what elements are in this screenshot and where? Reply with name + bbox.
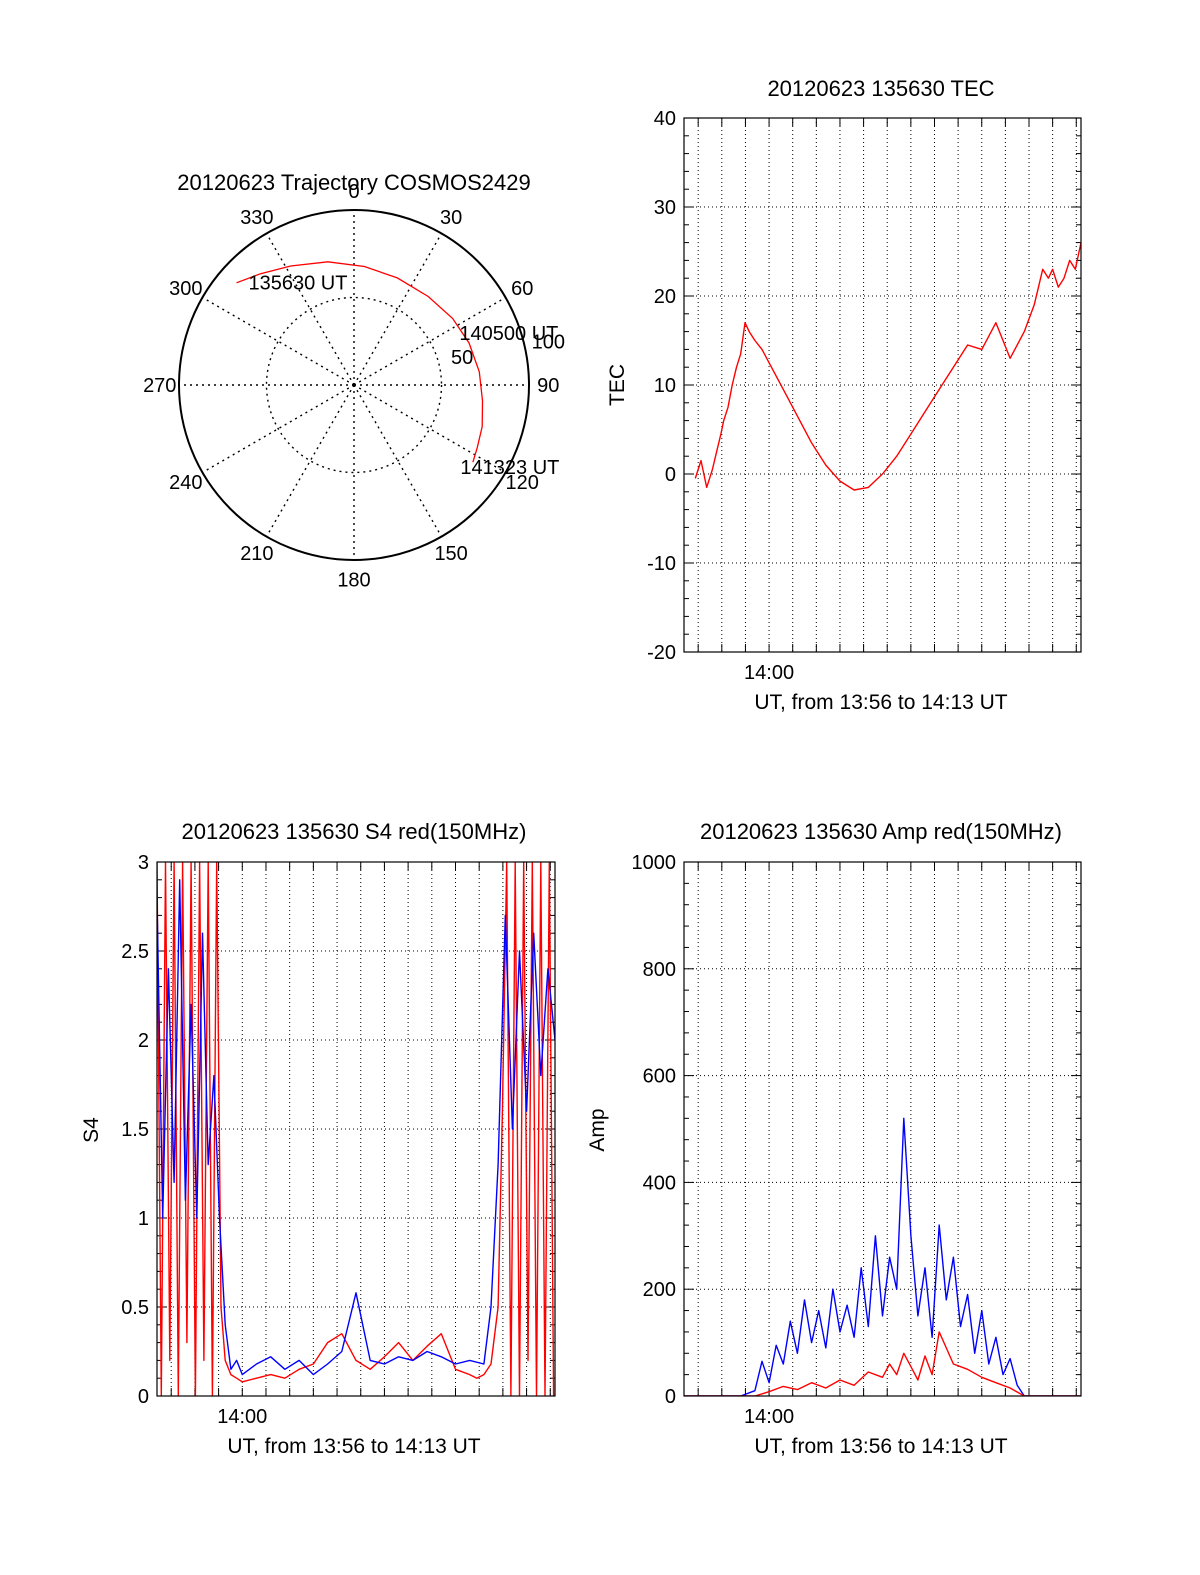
s4-plot-area: 0 0.5 1 1.5 2 2.5 3 14:00: [121, 852, 556, 1428]
s4-xlabel: UT, from 13:56 to 14:13 UT: [227, 1435, 480, 1458]
y-tick-label: 1: [138, 1208, 149, 1230]
trajectory-time-label: 140500 UT: [459, 323, 558, 345]
s4-ylabel: S4: [80, 1117, 103, 1143]
y-tick-label: 0.5: [121, 1297, 149, 1319]
amp-ylabel: Amp: [586, 1108, 609, 1151]
series-group: [684, 1117, 1081, 1396]
series-group: [157, 862, 555, 1396]
trajectory-title: 20120623 Trajectory COSMOS2429: [177, 170, 530, 195]
x-tick-label: 14:00: [744, 1406, 794, 1428]
x-tick-label: 14:00: [744, 662, 794, 684]
polar-labels: 0 30 60 90 120 150 180 210 240 270 300 330 50 100: [143, 181, 565, 592]
data-series-line: [684, 1331, 1081, 1396]
y-tick-label: 20: [654, 286, 676, 308]
s4-panel: 20120623 135630 S4 red(150MHz) 0 0.5 1 1.5 2…: [80, 819, 556, 1458]
x-tick-label: 14:00: [217, 1406, 267, 1428]
azimuth-tick-label: 240: [169, 472, 202, 494]
polar-ring: [265, 296, 443, 474]
tec-plot-area: -20 -10 0 10 20 30 40 14:00: [647, 108, 1082, 684]
radial-tick-label: 100: [532, 332, 565, 354]
y-tick-label: 800: [643, 959, 676, 981]
trajectory-panel: 20120623 Trajectory COSMOS2429 0 30 60 90 12…: [143, 170, 565, 591]
azimuth-tick-label: 330: [240, 207, 273, 229]
trajectory-line: [236, 261, 484, 463]
azimuth-tick-label: 270: [143, 375, 176, 397]
polar-spoke: [353, 384, 506, 474]
amp-plot-area: 0 200 400 600 800 1000 14:00: [632, 852, 1082, 1428]
data-series-line: [157, 879, 555, 1376]
data-series-line: [694, 242, 1081, 491]
amp-panel: 20120623 135630 Amp red(150MHz) 0 200 400 6…: [586, 819, 1082, 1458]
y-tick-label: 0: [665, 464, 676, 486]
y-tick-label: 10: [654, 375, 676, 397]
tec-ylabel: TEC: [606, 364, 629, 406]
plot-frame: [156, 861, 556, 1397]
plot-frame: [683, 117, 1082, 653]
y-tick-label: 600: [643, 1066, 676, 1088]
amp-xlabel: UT, from 13:56 to 14:13 UT: [754, 1435, 1007, 1458]
azimuth-tick-label: 300: [169, 278, 202, 300]
polar-annotations: 135630 UT 140500 UT 141323 UT: [249, 273, 560, 480]
y-tick-label: -10: [647, 553, 676, 575]
s4-title: 20120623 135630 S4 red(150MHz): [182, 819, 527, 844]
trajectory-time-label: 135630 UT: [249, 273, 348, 295]
y-tick-label: 2: [138, 1030, 149, 1052]
polar-grid: [178, 209, 530, 561]
azimuth-tick-label: 0: [348, 181, 359, 203]
polar-spoke: [265, 384, 355, 537]
polar-spoke: [202, 296, 355, 386]
trajectory-time-label: 141323 UT: [460, 457, 559, 479]
y-tick-label: 2.5: [121, 941, 149, 963]
y-tick-label: 1.5: [121, 1119, 149, 1141]
y-tick-label: 0: [138, 1386, 149, 1408]
polar-spoke: [353, 233, 443, 386]
azimuth-tick-label: 30: [440, 207, 462, 229]
y-tick-label: 30: [654, 197, 676, 219]
azimuth-tick-label: 150: [434, 543, 467, 565]
y-tick-label: 200: [643, 1279, 676, 1301]
series-group: [694, 242, 1081, 491]
polar-spoke: [265, 233, 355, 386]
polar-spoke: [202, 384, 355, 474]
polar-series: [236, 261, 484, 463]
tec-xlabel: UT, from 13:56 to 14:13 UT: [754, 691, 1007, 714]
polar-spoke: [353, 296, 506, 386]
y-tick-label: 3: [138, 852, 149, 874]
azimuth-tick-label: 90: [537, 375, 559, 397]
polar-spoke: [353, 384, 443, 537]
data-series-line: [684, 1117, 1081, 1396]
tec-panel: 20120623 135630 TEC -20 -10 0 10 20 30 40 14:00…: [606, 76, 1082, 714]
azimuth-tick-label: 60: [511, 278, 533, 300]
azimuth-tick-label: 120: [506, 472, 539, 494]
y-tick-label: 400: [643, 1172, 676, 1194]
azimuth-tick-label: 210: [240, 543, 273, 565]
azimuth-tick-label: 180: [337, 569, 370, 591]
y-tick-label: 0: [665, 1386, 676, 1408]
y-tick-label: 40: [654, 108, 676, 130]
y-tick-label: -20: [647, 642, 676, 664]
radial-tick-label: 50: [451, 347, 473, 369]
tec-title: 20120623 135630 TEC: [767, 76, 994, 101]
amp-title: 20120623 135630 Amp red(150MHz): [700, 819, 1062, 844]
y-tick-label: 1000: [632, 852, 677, 874]
plot-frame: [683, 861, 1082, 1397]
